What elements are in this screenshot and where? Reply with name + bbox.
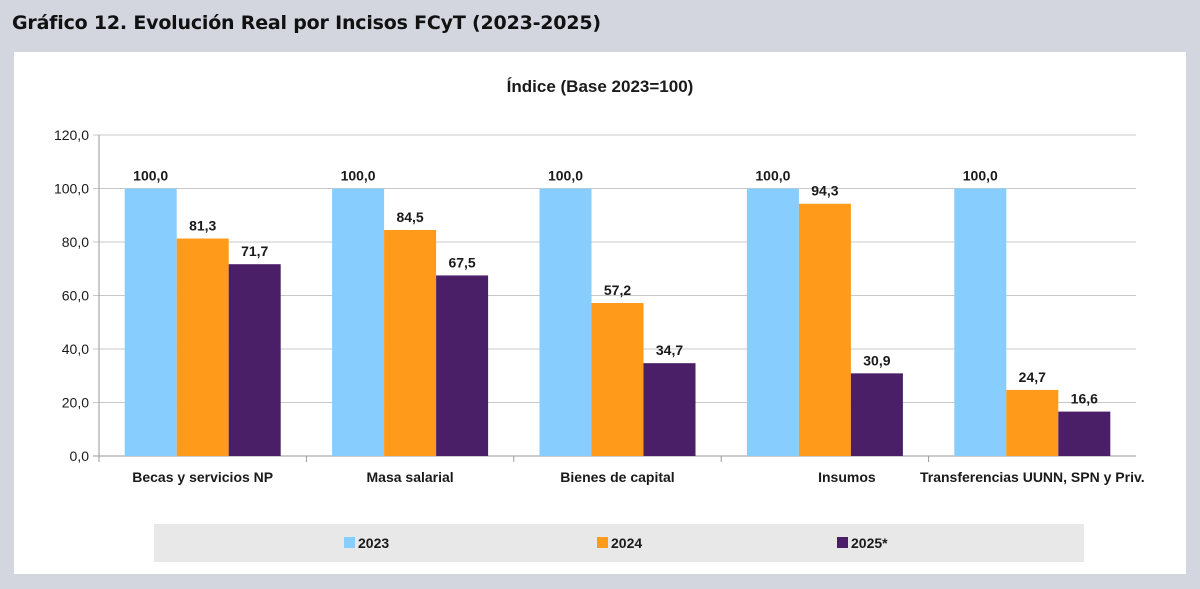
data-label: 100,0 (755, 168, 790, 184)
y-tick-label: 120,0 (54, 127, 89, 143)
bar (176, 238, 229, 456)
bar (124, 188, 177, 456)
data-label: 81,3 (189, 218, 216, 234)
bar (228, 264, 281, 456)
bar (332, 188, 385, 456)
data-label: 100,0 (133, 168, 168, 184)
legend: 2023 2024 2025* (344, 535, 888, 551)
data-label: 71,7 (241, 243, 268, 259)
data-label: 94,3 (811, 183, 838, 199)
y-tick-label: 100,0 (54, 181, 89, 197)
x-category-label: Bienes de capital (560, 469, 674, 485)
legend-label: 2025* (851, 535, 888, 551)
x-category-label: Insumos (818, 469, 876, 485)
legend-swatch (597, 537, 608, 548)
legend-label: 2023 (358, 535, 389, 551)
y-tick-label: 20,0 (62, 395, 89, 411)
legend-label: 2024 (611, 535, 642, 551)
data-label: 100,0 (341, 168, 376, 184)
data-label: 34,7 (656, 342, 683, 358)
bar (436, 275, 489, 456)
chart-panel: Índice (Base 2023=100) 0,0 20,0 40,0 60,0 80… (14, 52, 1186, 574)
legend-box (154, 524, 1084, 562)
bar (850, 373, 903, 456)
data-label: 67,5 (448, 254, 475, 270)
x-category-label: Becas y servicios NP (132, 469, 273, 485)
y-tick-label: 0,0 (70, 448, 90, 464)
data-label: 24,7 (1019, 369, 1046, 385)
bar-chart: Índice (Base 2023=100) 0,0 20,0 40,0 60,0 80… (54, 77, 1145, 562)
bars (124, 188, 1111, 456)
bar (1006, 389, 1059, 456)
bar (1058, 411, 1111, 456)
bar (954, 188, 1007, 456)
y-tick-label: 60,0 (62, 288, 89, 304)
bar (384, 229, 437, 456)
bar (798, 203, 851, 456)
bar (539, 188, 592, 456)
bar (746, 188, 799, 456)
x-category-label: Transferencias UUNN, SPN y Priv. (920, 469, 1145, 485)
data-labels: 100,0 81,3 71,7 100,0 84,5 67,5 100,0 57,2 34,7 1… (133, 168, 1098, 407)
bar (643, 363, 696, 456)
axes: 0,0 20,0 40,0 60,0 80,0 100,0 120,0 Becas y ser… (54, 127, 1145, 485)
data-label: 16,6 (1071, 391, 1098, 407)
data-label: 100,0 (963, 168, 998, 184)
y-tick-label: 40,0 (62, 341, 89, 357)
legend-swatch (837, 537, 848, 548)
y-tick-label: 80,0 (62, 234, 89, 250)
bar (591, 302, 644, 456)
data-label: 30,9 (863, 352, 890, 368)
legend-swatch (344, 537, 355, 548)
x-category-label: Masa salarial (367, 469, 454, 485)
data-label: 100,0 (548, 168, 583, 184)
page-title: Gráfico 12. Evolución Real por Incisos F… (12, 12, 601, 34)
data-label: 84,5 (396, 209, 423, 225)
chart-title: Índice (Base 2023=100) (507, 77, 694, 96)
data-label: 57,2 (604, 282, 631, 298)
